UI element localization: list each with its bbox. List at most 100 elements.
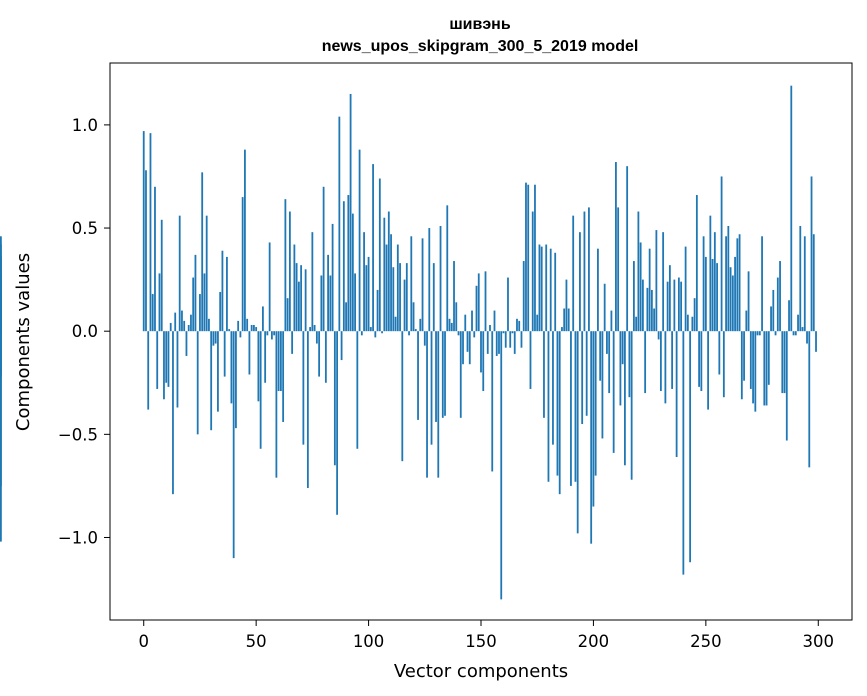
bar-17 — [181, 310, 183, 332]
bar-177 — [540, 246, 543, 332]
bar-254 — [713, 232, 716, 332]
bar-14 — [174, 312, 177, 332]
bar-42 — [237, 320, 240, 332]
bar-128 — [430, 331, 433, 445]
bar-139 — [455, 302, 458, 332]
bar-69 — [297, 281, 300, 332]
bar-263 — [734, 256, 736, 332]
bar-296 — [808, 331, 811, 468]
bar-179 — [545, 244, 548, 332]
bar-167 — [518, 320, 521, 332]
y-tick-label: −0.5 — [58, 425, 98, 444]
bar-124 — [421, 238, 424, 332]
bar-45 — [244, 149, 246, 332]
bar-37 — [226, 256, 228, 332]
bar-118 — [408, 331, 410, 336]
bar-13 — [172, 331, 174, 495]
bar-191 — [572, 215, 575, 332]
bar-102 — [372, 164, 374, 332]
bar-111 — [392, 267, 395, 332]
bar-234 — [668, 265, 671, 332]
bar-148 — [475, 285, 478, 332]
bar-252 — [709, 215, 712, 332]
bar-112 — [394, 316, 397, 332]
bar-183 — [554, 252, 557, 332]
bar-158 — [498, 331, 500, 354]
bar-12 — [169, 322, 172, 332]
bar-100 — [367, 256, 370, 332]
bar-10 — [165, 331, 168, 383]
bar-209 — [612, 331, 615, 453]
bar-38 — [228, 329, 231, 332]
bar-26 — [201, 172, 204, 332]
bar-60 — [277, 331, 280, 392]
bar-101 — [369, 327, 372, 332]
bar-260 — [727, 225, 730, 332]
bar-68 — [295, 263, 298, 332]
bar-184 — [556, 331, 559, 476]
bar-192 — [574, 331, 577, 482]
bar-75 — [311, 232, 314, 332]
chart-title: шивэнь — [449, 16, 511, 33]
bar-203 — [599, 331, 602, 381]
bar-88 — [340, 331, 343, 361]
bar-9 — [163, 331, 165, 400]
bar-221 — [639, 242, 642, 332]
y-axis-ticks: −1.0 −0.5 0.0 0.5 1.0 — [58, 116, 110, 547]
bar-208 — [610, 310, 613, 332]
bar-82 — [327, 254, 329, 332]
bar-52 — [259, 331, 262, 449]
y-tick-label: −1.0 — [58, 528, 98, 547]
bar-83 — [329, 275, 332, 332]
bar-214 — [624, 331, 626, 466]
x-tick-label: 300 — [803, 632, 835, 651]
bar-114 — [399, 263, 401, 332]
bar-55 — [266, 331, 269, 336]
bar-66 — [291, 331, 294, 354]
bar-93 — [351, 213, 354, 332]
bar-51 — [257, 331, 260, 402]
bar-106 — [381, 331, 383, 334]
bar-78 — [318, 331, 321, 377]
bar-138 — [453, 261, 455, 332]
bar-197 — [585, 331, 588, 416]
bar-186 — [561, 327, 563, 332]
bar-229 — [657, 331, 660, 340]
bar-235 — [671, 331, 674, 389]
bar-211 — [617, 207, 620, 332]
bar-178 — [543, 331, 545, 418]
bar-80 — [322, 186, 325, 332]
bar-49 — [253, 325, 255, 332]
bar-240 — [682, 331, 685, 575]
bar-11 — [167, 331, 170, 387]
bar-135 — [446, 205, 449, 332]
bar-245 — [693, 298, 696, 332]
bar-2 — [147, 331, 150, 410]
x-tick-label: 250 — [690, 632, 722, 651]
bar-272 — [754, 331, 757, 412]
bar-undefined — [0, 331, 2, 486]
bar-94 — [354, 273, 356, 332]
bar-220 — [637, 211, 640, 332]
y-tick-label: 0.5 — [72, 219, 98, 238]
bar-43 — [239, 331, 242, 338]
bar-213 — [621, 331, 624, 365]
bar-175 — [536, 314, 539, 332]
bar-261 — [729, 267, 732, 332]
x-tick-label: 50 — [246, 632, 267, 651]
bar-244 — [691, 316, 694, 332]
bar-119 — [410, 236, 413, 332]
bar-227 — [653, 308, 656, 332]
bar-249 — [702, 236, 705, 332]
bar-24 — [196, 331, 199, 435]
bar-264 — [736, 238, 739, 332]
bar-96 — [358, 149, 361, 332]
bar-277 — [765, 331, 768, 406]
bar-41 — [235, 331, 237, 429]
bar-215 — [626, 166, 629, 332]
x-tick-label: 0 — [138, 632, 149, 651]
bar-182 — [552, 331, 554, 445]
bar-134 — [444, 331, 446, 416]
bar-241 — [684, 246, 687, 332]
